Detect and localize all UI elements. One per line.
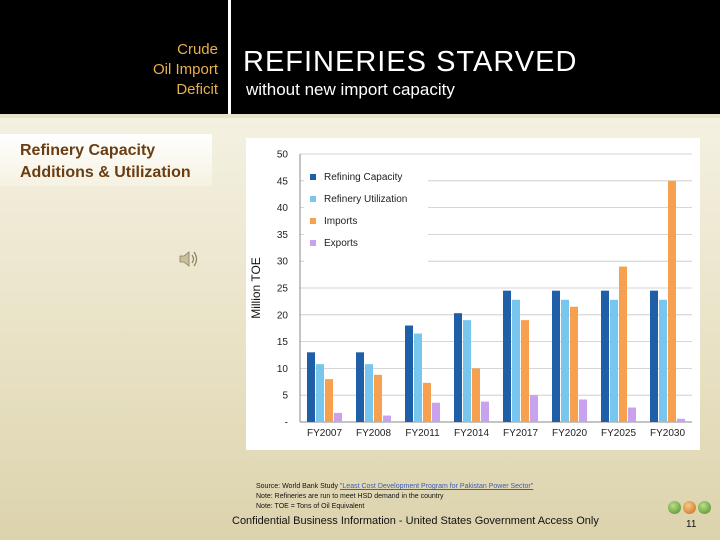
speaker-icon[interactable] — [178, 249, 202, 274]
slide-navigation — [668, 501, 711, 514]
legend-swatch — [310, 174, 316, 180]
bar — [503, 290, 511, 422]
legend-label: Refining Capacity — [324, 172, 402, 183]
bar — [628, 407, 636, 422]
y-tick-label: - — [285, 418, 288, 429]
x-tick-label: FY2030 — [650, 428, 685, 439]
bar — [579, 399, 587, 422]
bar — [668, 180, 676, 422]
confidential-footer: Confidential Business Information - Unit… — [232, 515, 599, 527]
bar — [334, 412, 342, 422]
bar — [383, 415, 391, 422]
y-tick-label: 25 — [277, 284, 289, 295]
x-tick-label: FY2014 — [454, 428, 489, 439]
source-notes: Source: World Bank Study "Least Cost Dev… — [256, 482, 533, 512]
bar — [677, 418, 685, 422]
bar — [405, 325, 413, 422]
bar — [610, 299, 618, 422]
previous-slide-icon[interactable] — [668, 501, 681, 514]
page-number: 11 — [686, 519, 697, 530]
legend-swatch — [310, 218, 316, 224]
legend-background — [304, 168, 428, 262]
x-tick-label: FY2007 — [307, 428, 342, 439]
bar — [512, 299, 520, 422]
y-tick-label: 15 — [277, 337, 289, 348]
home-icon[interactable] — [683, 501, 696, 514]
y-axis-label: Million TOE — [249, 257, 263, 319]
bar — [530, 395, 538, 422]
bar — [454, 313, 462, 422]
section-label-line: Crude — [177, 41, 218, 58]
source-link[interactable]: "Least Cost Development Program for Paki… — [339, 483, 534, 490]
slide-title: REFINERIES STARVED — [243, 46, 578, 78]
bar — [481, 401, 489, 422]
x-tick-label: FY2025 — [601, 428, 636, 439]
x-tick-label: FY2011 — [405, 428, 440, 439]
x-tick-label: FY2017 — [503, 428, 538, 439]
bar — [365, 364, 373, 422]
bar — [414, 333, 422, 422]
header-divider — [228, 0, 231, 114]
note-refineries: Note: Refineries are run to meet HSD dem… — [256, 493, 444, 500]
bar — [325, 379, 333, 422]
section-label-line: Deficit — [176, 81, 218, 98]
bar — [521, 320, 529, 422]
bar — [650, 290, 658, 422]
section-label: Crude Oil Import Deficit — [153, 40, 218, 100]
bar — [570, 306, 578, 422]
y-tick-label: 40 — [277, 203, 289, 214]
bar — [432, 402, 440, 422]
bar — [463, 320, 471, 422]
x-tick-label: FY2008 — [356, 428, 391, 439]
legend-label: Imports — [324, 216, 357, 227]
bar — [316, 364, 324, 422]
y-tick-label: 30 — [277, 257, 289, 268]
section-label-line: Oil Import — [152, 61, 218, 78]
y-tick-label: 5 — [282, 391, 288, 402]
sidebar-box — [0, 134, 212, 186]
next-slide-icon[interactable] — [698, 501, 711, 514]
x-tick-label: FY2020 — [552, 428, 587, 439]
bar — [601, 290, 609, 422]
legend-label: Refinery Utilization — [324, 194, 407, 205]
bar — [472, 368, 480, 422]
bar — [307, 352, 315, 422]
legend-swatch — [310, 240, 316, 246]
bar — [374, 374, 382, 422]
sidebar-title-line: Additions & Utilization — [20, 164, 191, 181]
y-tick-label: 20 — [277, 310, 289, 321]
bar — [552, 290, 560, 422]
y-tick-label: 35 — [277, 230, 289, 241]
y-tick-label: 10 — [277, 364, 289, 375]
slide-subtitle: without new import capacity — [246, 80, 455, 99]
bar — [561, 299, 569, 422]
bar — [356, 352, 364, 422]
bar — [423, 382, 431, 422]
bar — [619, 266, 627, 422]
header-band — [0, 0, 720, 114]
note-toe: Note: TOE = Tons of Oil Equivalent — [256, 503, 365, 510]
y-tick-label: 50 — [277, 150, 289, 161]
source-prefix: Source: World Bank Study — [256, 483, 340, 490]
bar — [659, 299, 667, 422]
legend-swatch — [310, 196, 316, 202]
source-line: Source: World Bank Study "Least Cost Dev… — [256, 482, 533, 492]
y-tick-label: 45 — [277, 176, 289, 187]
legend-label: Exports — [324, 238, 358, 249]
sidebar-title-line: Refinery Capacity — [20, 142, 156, 159]
sidebar-title: Refinery Capacity Additions & Utilizatio… — [20, 140, 191, 184]
refinery-chart: - 5 10 15 20 25 30 35 40 45 50 Million TOE FY2007 FY2… — [249, 150, 692, 439]
